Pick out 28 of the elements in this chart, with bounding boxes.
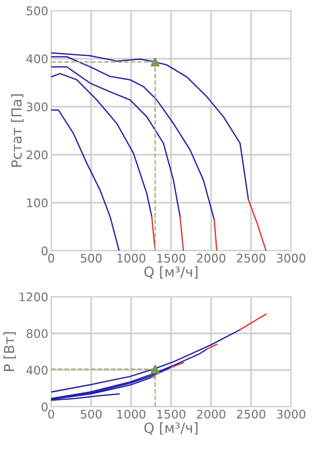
y-tick-label: 0 <box>42 246 48 256</box>
y-tick-label: 1200 <box>20 292 48 302</box>
x-tick-label: 1000 <box>117 254 146 263</box>
y-tick-label: 800 <box>26 329 48 338</box>
x-tick-label: 2000 <box>196 410 226 419</box>
y-tick-label: 0 <box>42 402 48 412</box>
x-tick-label: 2500 <box>236 410 266 419</box>
y-axis-title: Рстат [Па] <box>11 94 24 167</box>
x-tick-label: 1500 <box>157 410 186 419</box>
x-tick-label: 1500 <box>157 254 186 263</box>
y-tick-label: 500 <box>26 6 48 16</box>
y-tick-label: 300 <box>26 102 48 112</box>
y-tick-label: 100 <box>27 198 48 208</box>
y-axis-title: P [Вт] <box>3 332 16 371</box>
x-tick-label: 3000 <box>276 254 306 263</box>
x-tick-label: 1000 <box>117 410 146 419</box>
x-axis-title: Q [м³/ч] <box>144 422 198 435</box>
x-axis-title: Q [м³/ч] <box>144 266 198 279</box>
x-tick-label: 500 <box>80 254 102 263</box>
y-tick-label: 200 <box>26 150 48 160</box>
x-tick-label: 2000 <box>196 254 226 263</box>
x-tick-label: 0 <box>48 254 54 263</box>
x-tick-label: 2500 <box>236 254 266 263</box>
y-tick-label: 400 <box>26 54 48 64</box>
x-tick-label: 3000 <box>276 410 306 419</box>
x-tick-label: 0 <box>48 410 54 419</box>
x-tick-label: 500 <box>80 410 102 419</box>
y-tick-label: 400 <box>26 366 48 375</box>
